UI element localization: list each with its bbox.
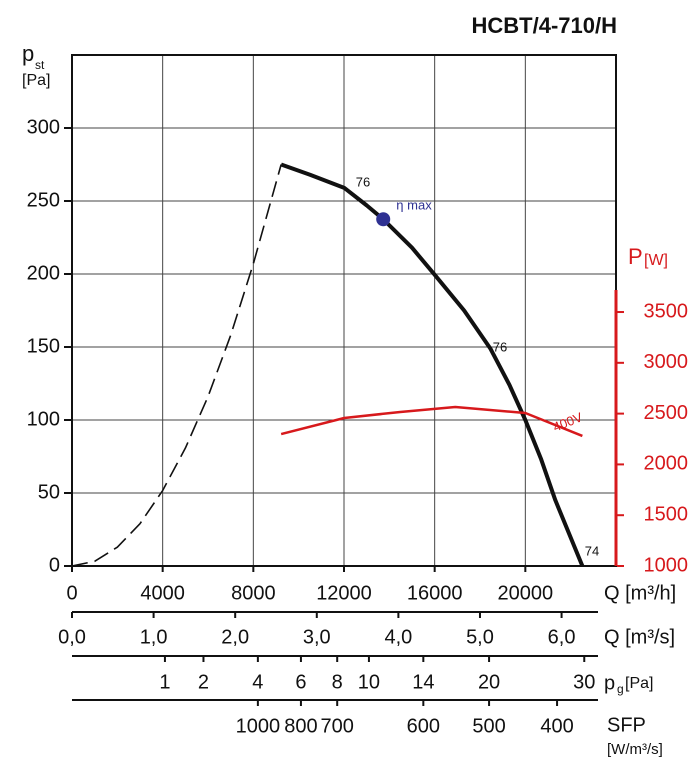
x-tick-label: 0 bbox=[66, 582, 77, 604]
y-label: p bbox=[22, 41, 34, 66]
secondary-tick-label: 800 bbox=[284, 715, 317, 737]
y-tick-label: 300 bbox=[27, 116, 60, 138]
annotation: 76 bbox=[493, 339, 507, 354]
secondary-tick-label: 2 bbox=[198, 671, 209, 693]
y2-label: P bbox=[628, 244, 643, 269]
y2-tick-label: 3000 bbox=[644, 351, 689, 373]
x-tick-label: 4000 bbox=[140, 582, 185, 604]
secondary-tick-label: 5,0 bbox=[466, 626, 494, 648]
secondary-tick-label: 8 bbox=[332, 671, 343, 693]
secondary-tick-label: 4,0 bbox=[384, 626, 412, 648]
annotation: 76 bbox=[356, 174, 370, 189]
secondary-tick-label: 6,0 bbox=[548, 626, 576, 648]
y2-label-unit: [W] bbox=[644, 252, 668, 269]
pg-label: p bbox=[604, 672, 615, 694]
y2-tick-label: 1500 bbox=[644, 503, 689, 525]
x-tick-label: 8000 bbox=[231, 582, 276, 604]
secondary-tick-label: 6 bbox=[295, 671, 306, 693]
secondary-tick-label: 400 bbox=[540, 715, 573, 737]
secondary-tick-label: 30 bbox=[573, 671, 595, 693]
secondary-tick-label: 2,0 bbox=[221, 626, 249, 648]
y-tick-label: 200 bbox=[27, 262, 60, 284]
y2-tick-label: 2500 bbox=[644, 402, 689, 424]
x-tick-label: 12000 bbox=[316, 582, 372, 604]
secondary-tick-label: 14 bbox=[412, 671, 434, 693]
secondary-tick-label: 700 bbox=[321, 715, 354, 737]
y-tick-label: 150 bbox=[27, 335, 60, 357]
x-tick-label: 20000 bbox=[498, 582, 554, 604]
secondary-tick-label: 20 bbox=[478, 671, 500, 693]
secondary-tick-label: 10 bbox=[358, 671, 380, 693]
pg-label-sub: g bbox=[617, 682, 624, 696]
annotation: η max bbox=[396, 197, 432, 212]
sfp-label: SFP bbox=[607, 714, 646, 736]
q-ms-label: Q [m³/s] bbox=[604, 626, 675, 648]
secondary-tick-label: 1000 bbox=[236, 715, 281, 737]
y-label-unit: [Pa] bbox=[22, 72, 50, 89]
y-tick-label: 0 bbox=[49, 554, 60, 576]
y-tick-label: 100 bbox=[27, 408, 60, 430]
secondary-tick-label: 0,0 bbox=[58, 626, 86, 648]
chart-title: HCBT/4-710/H bbox=[472, 13, 617, 38]
power-curve bbox=[280, 405, 583, 438]
pg-label-unit: [Pa] bbox=[625, 675, 653, 692]
secondary-tick-label: 500 bbox=[472, 715, 505, 737]
sfp-label-unit: [W/m³/s] bbox=[607, 741, 663, 758]
secondary-tick-label: 600 bbox=[407, 715, 440, 737]
pressure-curve bbox=[71, 164, 282, 567]
eta-max-point bbox=[376, 212, 391, 227]
y2-tick-label: 3500 bbox=[644, 300, 689, 322]
secondary-tick-label: 3,0 bbox=[303, 626, 331, 648]
y2-tick-label: 1000 bbox=[644, 554, 689, 576]
pressure-curve bbox=[280, 162, 585, 567]
secondary-tick-label: 1 bbox=[159, 671, 170, 693]
annotation: 74 bbox=[585, 543, 599, 558]
x-label: Q [m³/h] bbox=[604, 582, 676, 604]
secondary-tick-label: 4 bbox=[252, 671, 263, 693]
x-tick-label: 16000 bbox=[407, 582, 463, 604]
secondary-tick-label: 1,0 bbox=[140, 626, 168, 648]
y-tick-label: 250 bbox=[27, 189, 60, 211]
y-tick-label: 50 bbox=[38, 481, 60, 503]
y2-tick-label: 2000 bbox=[644, 453, 689, 475]
y-label-sub: st bbox=[35, 58, 45, 72]
